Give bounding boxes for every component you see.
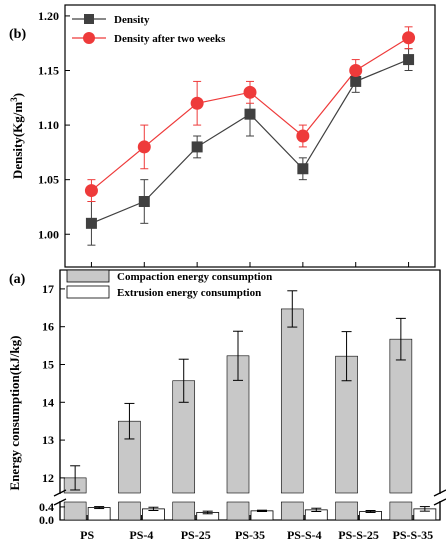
panel-label-b: (b) [9,27,26,42]
data-point-density-after-two-weeks [402,31,416,45]
legend-swatch-compaction [66,269,110,283]
legend-label-extrusion: Extrusion energy consumption [117,287,261,299]
y-tick-label-energy-lower: 0.4 [39,500,54,514]
x-tick-label: PS-25 [181,528,211,542]
y-tick-label-energy: 17 [42,282,54,296]
x-tick-label: PS-35 [235,528,265,542]
plot-frame-energy [59,269,441,521]
y-tick-label-density: 1.15 [38,64,59,78]
y-tick-label-energy: 16 [42,320,54,334]
data-point-density [244,108,256,120]
legend-label-density-after-two-weeks: Density after two weeks [114,33,226,45]
x-tick-label: PS [80,528,94,542]
y-tick-label-density: 1.00 [38,227,59,241]
legend-label-compaction: Compaction energy consumption [117,271,272,283]
y-tick-label-energy: 13 [42,433,54,447]
bar-compaction-lower [280,501,304,521]
data-point-density [403,54,415,66]
legend-swatch-extrusion [66,285,110,299]
legend-marker-square [84,14,94,24]
data-point-density-after-two-weeks [190,96,204,110]
data-point-density-after-two-weeks [137,140,151,154]
y-tick-label-energy: 15 [42,357,54,371]
legend-label-density: Density [114,14,150,26]
y-axis-label-density: Density(Kg/m3) [9,93,25,179]
legend-marker-circle [83,32,95,44]
data-point-density [85,217,97,229]
data-point-density-after-two-weeks [84,184,98,198]
data-point-density [350,75,362,87]
bar-compaction-lower [335,501,358,521]
bar-compaction-lower [389,501,413,521]
data-point-density-after-two-weeks [243,85,257,99]
bar-compaction-lower [172,501,196,521]
bar-extrusion [87,507,111,521]
bar-compaction-lower [63,501,87,521]
y-tick-label-density: 1.05 [38,173,59,187]
y-tick-label-energy: 12 [42,471,54,485]
y-tick-label-energy-lower: 0.0 [39,513,54,527]
y-tick-label-energy: 14 [42,395,54,409]
data-point-density [191,141,203,153]
y-axis-label-energy: Energy consumption(kJ/kg) [7,336,22,491]
data-point-density-after-two-weeks [296,129,310,143]
axis-break-gap [52,494,446,501]
x-tick-label: PS-S-25 [338,528,379,542]
x-tick-label: PS-4 [129,528,153,542]
x-tick-label: PS-S-4 [287,528,322,542]
panel-label-a: (a) [9,272,26,287]
bar-compaction-lower [118,501,141,521]
bar-compaction [280,308,304,494]
data-point-density [297,163,309,175]
data-point-density [138,196,150,207]
x-tick-label: PS-S-35 [393,528,434,542]
bar-compaction-lower [226,501,250,521]
bar-compaction [389,338,413,494]
data-point-density-after-two-weeks [349,64,363,77]
y-tick-label-density: 1.10 [38,118,59,132]
y-tick-label-density: 1.20 [38,9,59,23]
bar-extrusion [250,510,274,521]
